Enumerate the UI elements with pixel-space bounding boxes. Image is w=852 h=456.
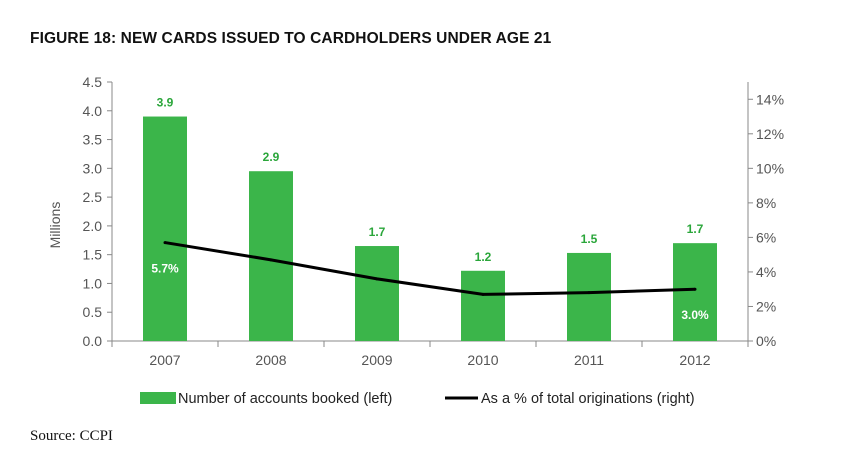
left-tick-label: 2.0: [83, 218, 103, 234]
legend: Number of accounts booked (left) As a % o…: [140, 391, 695, 407]
left-tick-label: 2.5: [83, 189, 103, 205]
left-tick-label: 1.0: [83, 275, 103, 291]
line-value-label: 5.7%: [151, 262, 179, 276]
line-point: [375, 277, 379, 281]
right-tick-label: 8%: [756, 195, 776, 211]
line-point: [269, 258, 273, 262]
right-tick-label: 12%: [756, 126, 784, 142]
legend-bar-swatch: [140, 392, 176, 404]
x-tick-label: 2011: [574, 352, 604, 368]
bar-value-label: 3.9: [157, 96, 174, 110]
left-tick-label: 3.0: [83, 160, 103, 176]
x-tick-label: 2010: [467, 352, 498, 368]
right-tick-label: 2%: [756, 298, 776, 314]
line-point: [481, 292, 485, 296]
right-tick-label: 4%: [756, 264, 776, 280]
line-series: 5.7% 3.0%: [151, 241, 709, 322]
left-tick-label: 4.5: [83, 74, 103, 90]
bar-value-label: 1.5: [581, 232, 598, 246]
x-axis: 2007 2008 2009 2010 2011 2012: [111, 340, 749, 368]
left-tick-label: 4.0: [83, 103, 103, 119]
line-value-label: 3.0%: [681, 308, 709, 322]
right-axis: 0% 2% 4% 6% 8% 10% 12% 14%: [747, 82, 784, 349]
bar: [355, 246, 399, 341]
bar-value-label: 2.9: [263, 150, 280, 164]
left-tick-label: 3.5: [83, 132, 103, 148]
chart-area: 0.0 0.5 1.0 1.5 2.0 2.5 3.0 3.5 4.0 4.5 0% 2% 4% 6% 8…: [47, 74, 784, 407]
y-axis-label: Millions: [47, 202, 63, 249]
left-tick-label: 1.5: [83, 247, 103, 263]
left-tick-label: 0.0: [83, 333, 103, 349]
right-tick-label: 14%: [756, 91, 784, 107]
bar: [567, 252, 611, 341]
left-tick-label: 0.5: [83, 304, 103, 320]
x-tick-label: 2007: [149, 352, 180, 368]
x-tick-label: 2009: [361, 352, 392, 368]
bar-series: 3.9 2.9 1.7 1.2 1.5 1.7: [143, 96, 717, 342]
bar-value-label: 1.7: [369, 225, 386, 239]
chart-title: FIGURE 18: NEW CARDS ISSUED TO CARDHOLDE…: [30, 30, 552, 47]
legend-bar-label: Number of accounts booked (left): [178, 391, 392, 407]
right-tick-label: 0%: [756, 333, 776, 349]
right-tick-label: 6%: [756, 229, 776, 245]
legend-line-label: As a % of total originations (right): [481, 391, 695, 407]
left-axis: 0.0 0.5 1.0 1.5 2.0 2.5 3.0 3.5 4.0 4.5: [83, 74, 113, 349]
bar: [461, 270, 505, 341]
line-path: [164, 241, 696, 296]
bar-value-label: 1.7: [687, 222, 704, 236]
right-tick-label: 10%: [756, 160, 784, 176]
bar: [143, 116, 187, 342]
line-point: [587, 291, 591, 295]
x-tick-label: 2008: [255, 352, 286, 368]
source-note: Source: CCPI: [30, 428, 113, 444]
line-point: [693, 287, 697, 291]
bar: [673, 243, 717, 341]
line-point: [163, 241, 167, 245]
bar-value-label: 1.2: [475, 250, 492, 264]
x-tick-label: 2012: [679, 352, 710, 368]
